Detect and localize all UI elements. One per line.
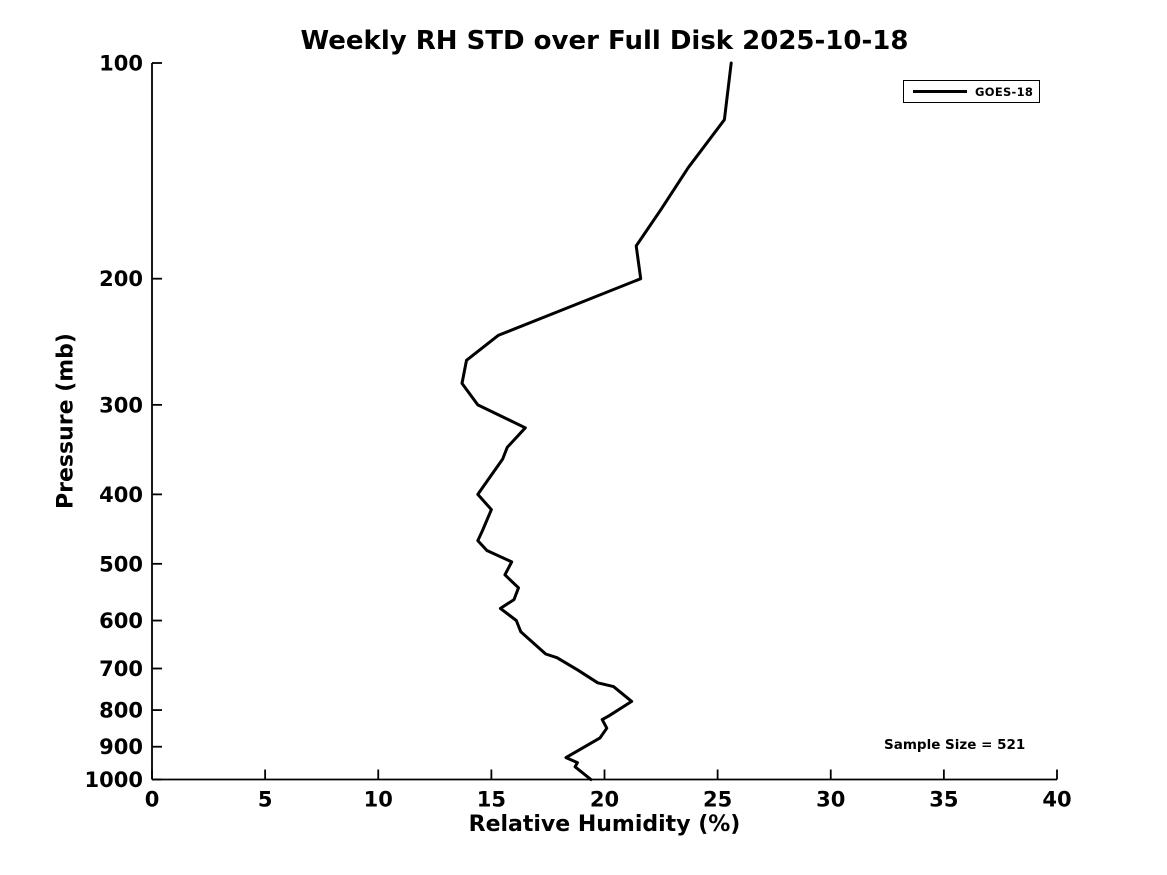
y-axis-label: Pressure (mb): [53, 333, 79, 509]
chart-title: Weekly RH STD over Full Disk 2025-10-18: [300, 26, 909, 56]
x-tick-label: 30: [816, 788, 845, 812]
y-tick-label: 400: [99, 483, 143, 507]
x-tick-label: 20: [590, 788, 619, 812]
legend-line-swatch: [913, 90, 967, 93]
x-tick-label: 40: [1042, 788, 1071, 812]
y-tick-label: 700: [99, 657, 143, 681]
x-tick-label: 35: [929, 788, 958, 812]
x-axis-label: Relative Humidity (%): [468, 812, 741, 837]
x-tick-label: 5: [258, 788, 273, 812]
y-tick-label: 1000: [85, 768, 143, 792]
sample-size-annotation: Sample Size = 521: [884, 737, 1026, 753]
x-tick-label: 15: [477, 788, 506, 812]
legend-series-label: GOES-18: [975, 84, 1034, 99]
y-tick-label: 800: [99, 699, 143, 723]
series-line-goes-18: [460, 61, 733, 781]
y-tick-label: 600: [99, 609, 143, 633]
legend-box: GOES-18: [903, 80, 1040, 103]
y-tick-label: 300: [99, 393, 143, 417]
y-tick-label: 100: [99, 52, 143, 76]
x-tick-label: 25: [703, 788, 732, 812]
y-tick-label: 900: [99, 735, 143, 759]
y-tick-label: 500: [99, 552, 143, 576]
y-tick-label: 200: [99, 267, 143, 291]
x-tick-label: 10: [364, 788, 393, 812]
x-tick-label: 0: [145, 788, 160, 812]
